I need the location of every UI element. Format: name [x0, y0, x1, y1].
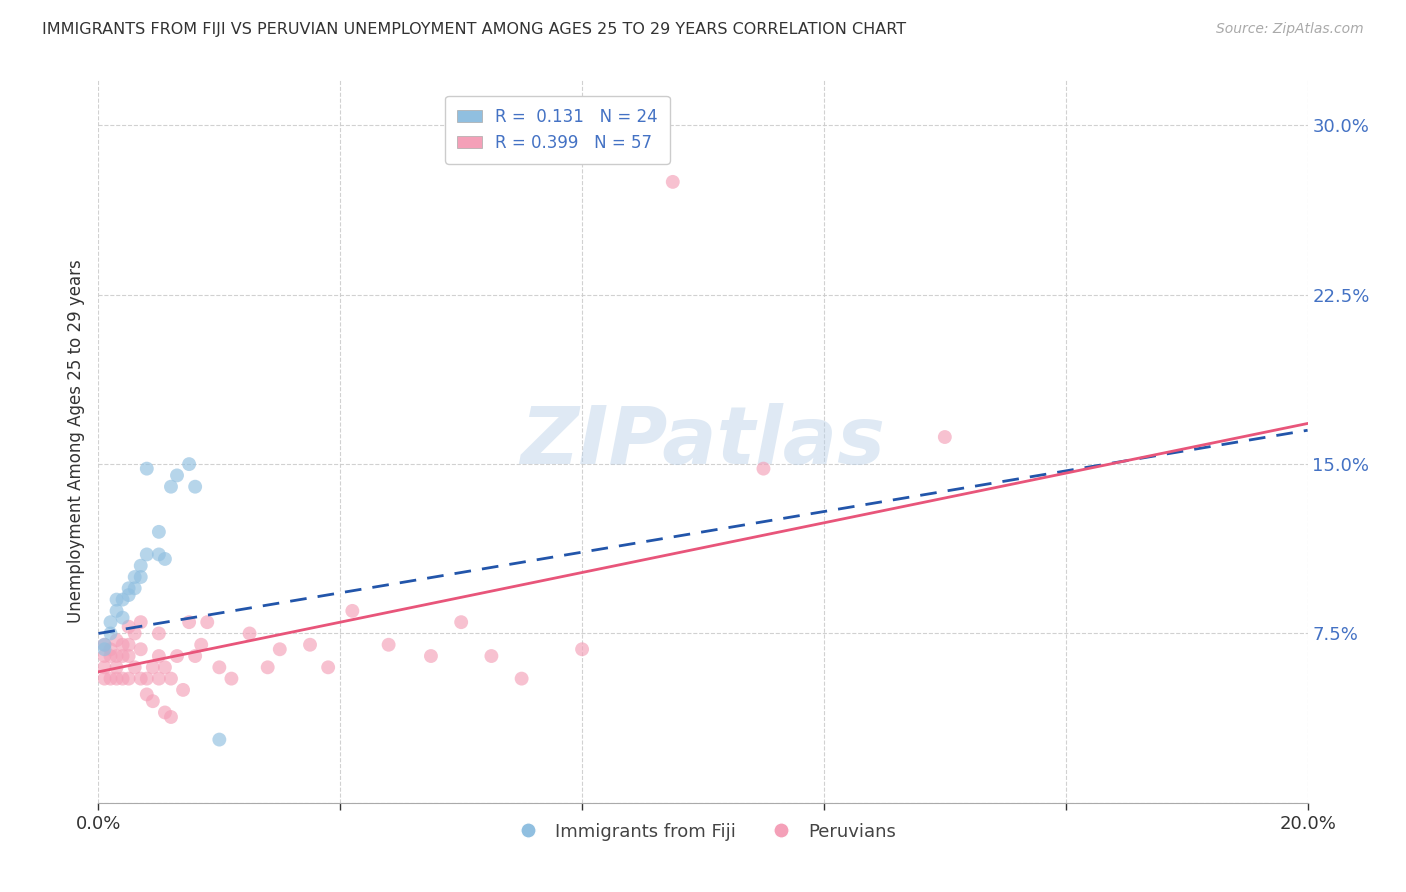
Point	[105, 633, 128, 648]
Point	[124, 582, 146, 596]
Point	[299, 638, 322, 652]
Legend: Immigrants from Fiji, Peruvians: Immigrants from Fiji, Peruvians	[503, 815, 903, 848]
Point	[208, 732, 231, 747]
Point	[420, 648, 443, 663]
Point	[124, 626, 146, 640]
Point	[105, 604, 128, 618]
Point	[208, 660, 231, 674]
Point	[481, 648, 503, 663]
Point	[166, 468, 188, 483]
Point	[342, 604, 364, 618]
Point	[239, 626, 262, 640]
Point	[172, 682, 194, 697]
Point	[111, 638, 134, 652]
Text: Source: ZipAtlas.com: Source: ZipAtlas.com	[1216, 22, 1364, 37]
Point	[153, 552, 176, 566]
Point	[100, 626, 122, 640]
Point	[135, 687, 157, 701]
Point	[111, 648, 134, 663]
Point	[179, 457, 201, 471]
Point	[100, 642, 122, 657]
Point	[661, 175, 683, 189]
Point	[135, 461, 157, 475]
Point	[148, 672, 170, 686]
Point	[148, 524, 170, 539]
Point	[93, 638, 115, 652]
Point	[195, 615, 218, 630]
Point	[105, 648, 128, 663]
Point	[184, 480, 207, 494]
Point	[160, 672, 183, 686]
Point	[129, 615, 152, 630]
Point	[105, 672, 128, 686]
Point	[135, 548, 157, 562]
Point	[118, 620, 141, 634]
Point	[160, 710, 183, 724]
Text: IMMIGRANTS FROM FIJI VS PERUVIAN UNEMPLOYMENT AMONG AGES 25 TO 29 YEARS CORRELAT: IMMIGRANTS FROM FIJI VS PERUVIAN UNEMPLO…	[42, 22, 907, 37]
Point	[93, 638, 115, 652]
Point	[129, 570, 152, 584]
Point	[571, 642, 593, 657]
Point	[118, 638, 141, 652]
Point	[100, 615, 122, 630]
Point	[105, 660, 128, 674]
Point	[934, 430, 956, 444]
Point	[118, 648, 141, 663]
Point	[179, 615, 201, 630]
Point	[142, 694, 165, 708]
Point	[221, 672, 243, 686]
Point	[129, 558, 152, 573]
Point	[111, 672, 134, 686]
Point	[100, 648, 122, 663]
Point	[153, 660, 176, 674]
Point	[111, 610, 134, 624]
Point	[118, 588, 141, 602]
Point	[129, 642, 152, 657]
Point	[142, 660, 165, 674]
Y-axis label: Unemployment Among Ages 25 to 29 years: Unemployment Among Ages 25 to 29 years	[66, 260, 84, 624]
Text: ZIPatlas: ZIPatlas	[520, 402, 886, 481]
Point	[153, 706, 176, 720]
Point	[124, 660, 146, 674]
Point	[148, 548, 170, 562]
Point	[93, 648, 115, 663]
Point	[148, 626, 170, 640]
Point	[124, 570, 146, 584]
Point	[93, 672, 115, 686]
Point	[450, 615, 472, 630]
Point	[129, 672, 152, 686]
Point	[93, 660, 115, 674]
Point	[105, 592, 128, 607]
Point	[166, 648, 188, 663]
Point	[135, 672, 157, 686]
Point	[190, 638, 212, 652]
Point	[118, 672, 141, 686]
Point	[118, 582, 141, 596]
Point	[100, 672, 122, 686]
Point	[93, 642, 115, 657]
Point	[184, 648, 207, 663]
Point	[316, 660, 339, 674]
Point	[377, 638, 399, 652]
Point	[510, 672, 533, 686]
Point	[269, 642, 291, 657]
Point	[256, 660, 278, 674]
Point	[160, 480, 183, 494]
Point	[111, 592, 134, 607]
Point	[148, 648, 170, 663]
Point	[752, 461, 775, 475]
